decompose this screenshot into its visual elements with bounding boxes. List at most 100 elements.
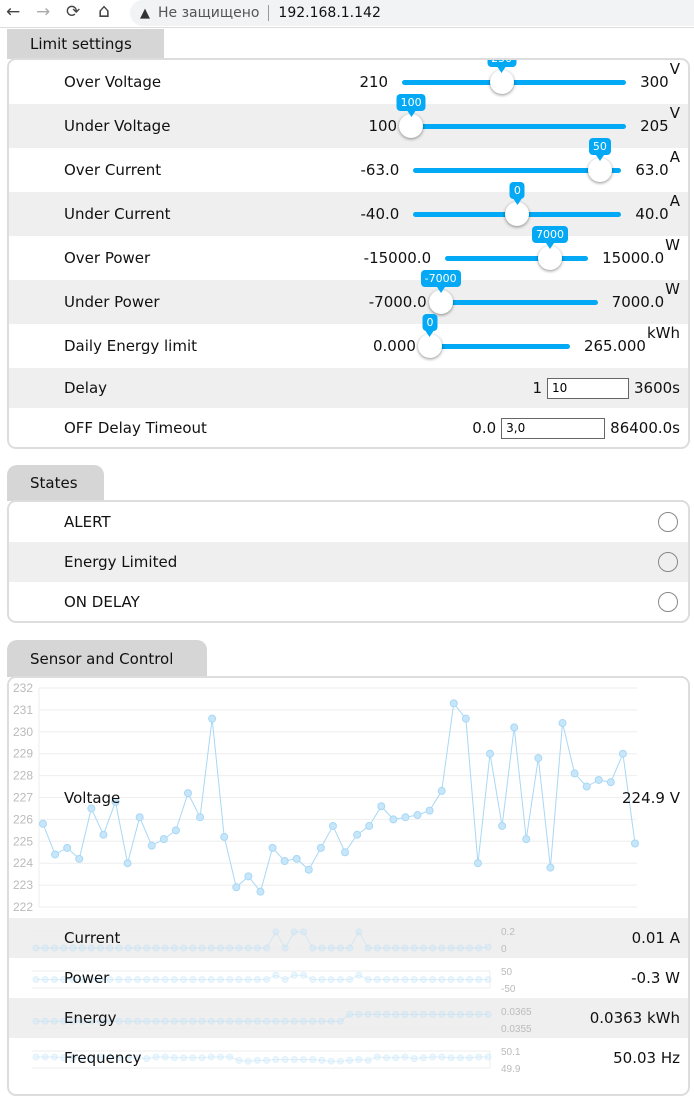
data-point: [429, 1010, 437, 1018]
data-point: [618, 749, 627, 758]
data-point: [272, 1056, 280, 1063]
address-bar[interactable]: ▲ Не защищено 192.168.1.142: [130, 0, 694, 26]
data-point: [106, 1017, 114, 1025]
y-tick-label: 223: [13, 878, 33, 892]
data-point: [336, 1017, 344, 1025]
slider-track[interactable]: -7000: [420, 269, 598, 314]
data-point: [216, 976, 224, 983]
sensor-label: Current: [64, 929, 121, 947]
data-point: [263, 1017, 271, 1025]
data-point: [429, 944, 437, 952]
data-point: [447, 976, 455, 983]
slider-value-bubble: 250: [487, 60, 517, 73]
delay-input[interactable]: [547, 377, 629, 399]
data-point: [97, 976, 105, 983]
data-point: [484, 976, 492, 984]
slider-thumb[interactable]: [489, 69, 514, 94]
data-point: [484, 943, 492, 951]
data-point: [220, 832, 229, 841]
slider-row: Daily Energy limit 0.000 0 265.000 kWh: [9, 313, 688, 368]
data-point: [336, 944, 344, 952]
slider-row: Under Power -7000.0 -7000 7000.0 W: [9, 269, 688, 324]
data-point: [327, 944, 335, 952]
slider-unit: V: [669, 60, 680, 78]
slider-thumb[interactable]: [399, 113, 424, 138]
slider-label: Under Power: [64, 293, 160, 311]
data-point: [425, 806, 434, 815]
data-point: [355, 928, 363, 936]
data-point: [143, 1055, 151, 1063]
series-line: [36, 930, 489, 950]
data-point: [87, 944, 95, 952]
data-point: [78, 1017, 86, 1025]
data-point: [383, 1054, 391, 1062]
off-delay-input[interactable]: [501, 417, 606, 439]
data-point: [383, 976, 391, 983]
data-point: [106, 976, 114, 983]
sensor-value: 50.03 Hz: [613, 1049, 680, 1067]
data-point: [346, 944, 354, 952]
data-point: [558, 719, 567, 728]
slider-max: 15000.0: [602, 249, 665, 267]
delay-row: Delay 1 3600s: [9, 368, 688, 408]
data-point: [253, 976, 261, 983]
data-point: [475, 944, 483, 952]
sparkline: 0.0355 0.0365: [32, 1007, 532, 1035]
data-point: [373, 944, 381, 952]
home-button[interactable]: ⌂: [98, 0, 111, 22]
slider-track[interactable]: 250: [402, 60, 627, 94]
slider-track[interactable]: 0: [417, 313, 570, 358]
state-on-delay: ON DELAY: [9, 582, 688, 621]
reload-button[interactable]: ⟳: [66, 2, 81, 22]
slider-track[interactable]: 100: [396, 93, 627, 138]
data-point: [281, 944, 289, 952]
back-button[interactable]: ←: [6, 2, 21, 22]
divider: [268, 5, 270, 21]
data-point: [438, 976, 446, 983]
data-point: [226, 1053, 234, 1061]
data-point: [32, 944, 40, 952]
data-point: [124, 976, 132, 983]
data-point: [484, 1053, 492, 1061]
slider-track[interactable]: 50: [413, 137, 622, 182]
slider-thumb[interactable]: [417, 333, 442, 358]
off-delay-label: OFF Delay Timeout: [64, 419, 207, 437]
slider-thumb[interactable]: [537, 245, 562, 270]
data-point: [133, 976, 141, 983]
forward-button[interactable]: →: [36, 2, 51, 22]
security-label[interactable]: Не защищено: [158, 5, 260, 21]
data-point: [189, 944, 197, 952]
data-point: [235, 1017, 243, 1025]
data-point: [365, 821, 374, 830]
data-point: [373, 976, 381, 983]
slider-max: 300: [640, 73, 669, 91]
data-point: [392, 944, 400, 952]
data-point: [355, 1010, 363, 1018]
data-point: [318, 1017, 326, 1025]
data-point: [475, 1010, 483, 1018]
slider-track[interactable]: 0: [413, 181, 622, 226]
slider-thumb[interactable]: [587, 157, 612, 182]
data-point: [180, 1017, 188, 1025]
data-point: [364, 1010, 372, 1018]
slider-track[interactable]: 7000: [445, 225, 589, 270]
state-label: ALERT: [64, 513, 111, 531]
data-point: [60, 1017, 68, 1025]
data-point: [32, 1017, 40, 1025]
data-point: [456, 1054, 464, 1062]
data-point: [244, 944, 252, 952]
slider-thumb[interactable]: [505, 201, 530, 226]
data-point: [115, 1054, 123, 1062]
data-point: [180, 1054, 188, 1062]
data-point: [152, 944, 160, 952]
state-energy-limited: Energy Limited: [9, 542, 688, 582]
data-point: [300, 928, 308, 936]
data-point: [170, 976, 178, 983]
slider-thumb[interactable]: [428, 289, 453, 314]
data-point: [198, 976, 206, 983]
data-point: [180, 944, 188, 952]
data-point: [309, 1017, 317, 1025]
y-tick-label: 0: [501, 944, 507, 955]
data-point: [207, 944, 215, 952]
data-point: [51, 850, 60, 859]
